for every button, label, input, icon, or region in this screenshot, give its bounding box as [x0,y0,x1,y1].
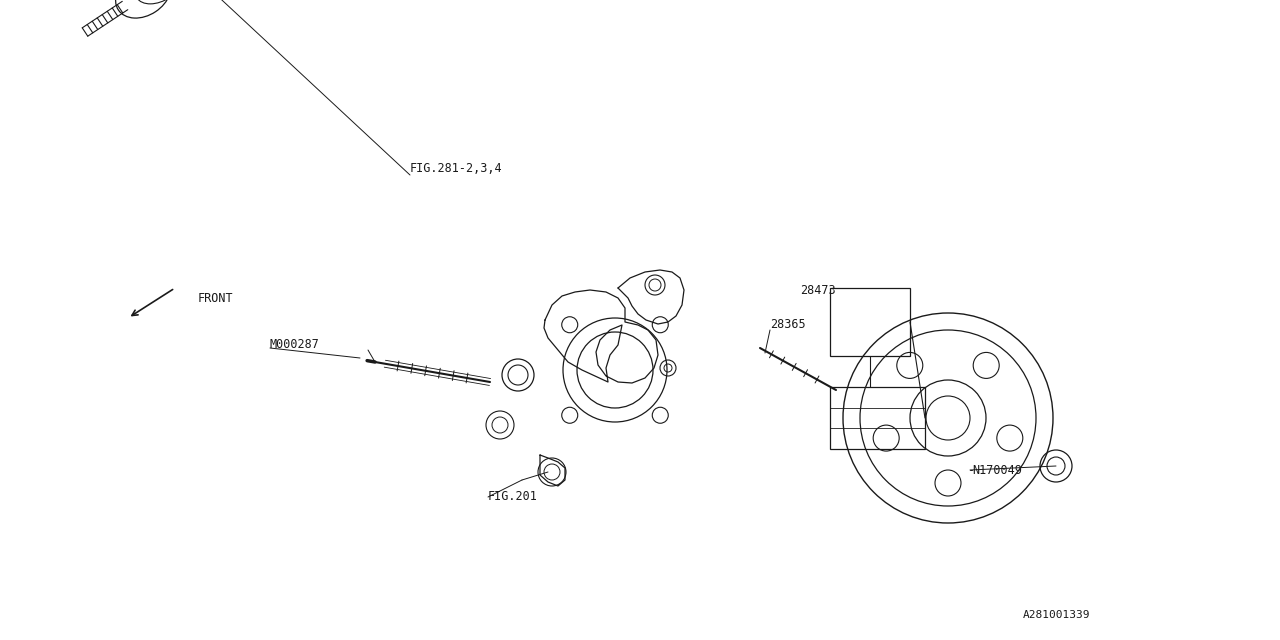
Text: 28473: 28473 [800,284,836,296]
Text: FIG.201: FIG.201 [488,490,538,504]
Text: 28365: 28365 [771,319,805,332]
Text: FRONT: FRONT [198,291,234,305]
Text: FIG.281-2,3,4: FIG.281-2,3,4 [410,161,503,175]
Text: A281001339: A281001339 [1023,610,1091,620]
FancyBboxPatch shape [829,288,910,356]
Text: N170049: N170049 [972,463,1021,477]
FancyBboxPatch shape [829,387,925,449]
Text: M000287: M000287 [270,339,320,351]
